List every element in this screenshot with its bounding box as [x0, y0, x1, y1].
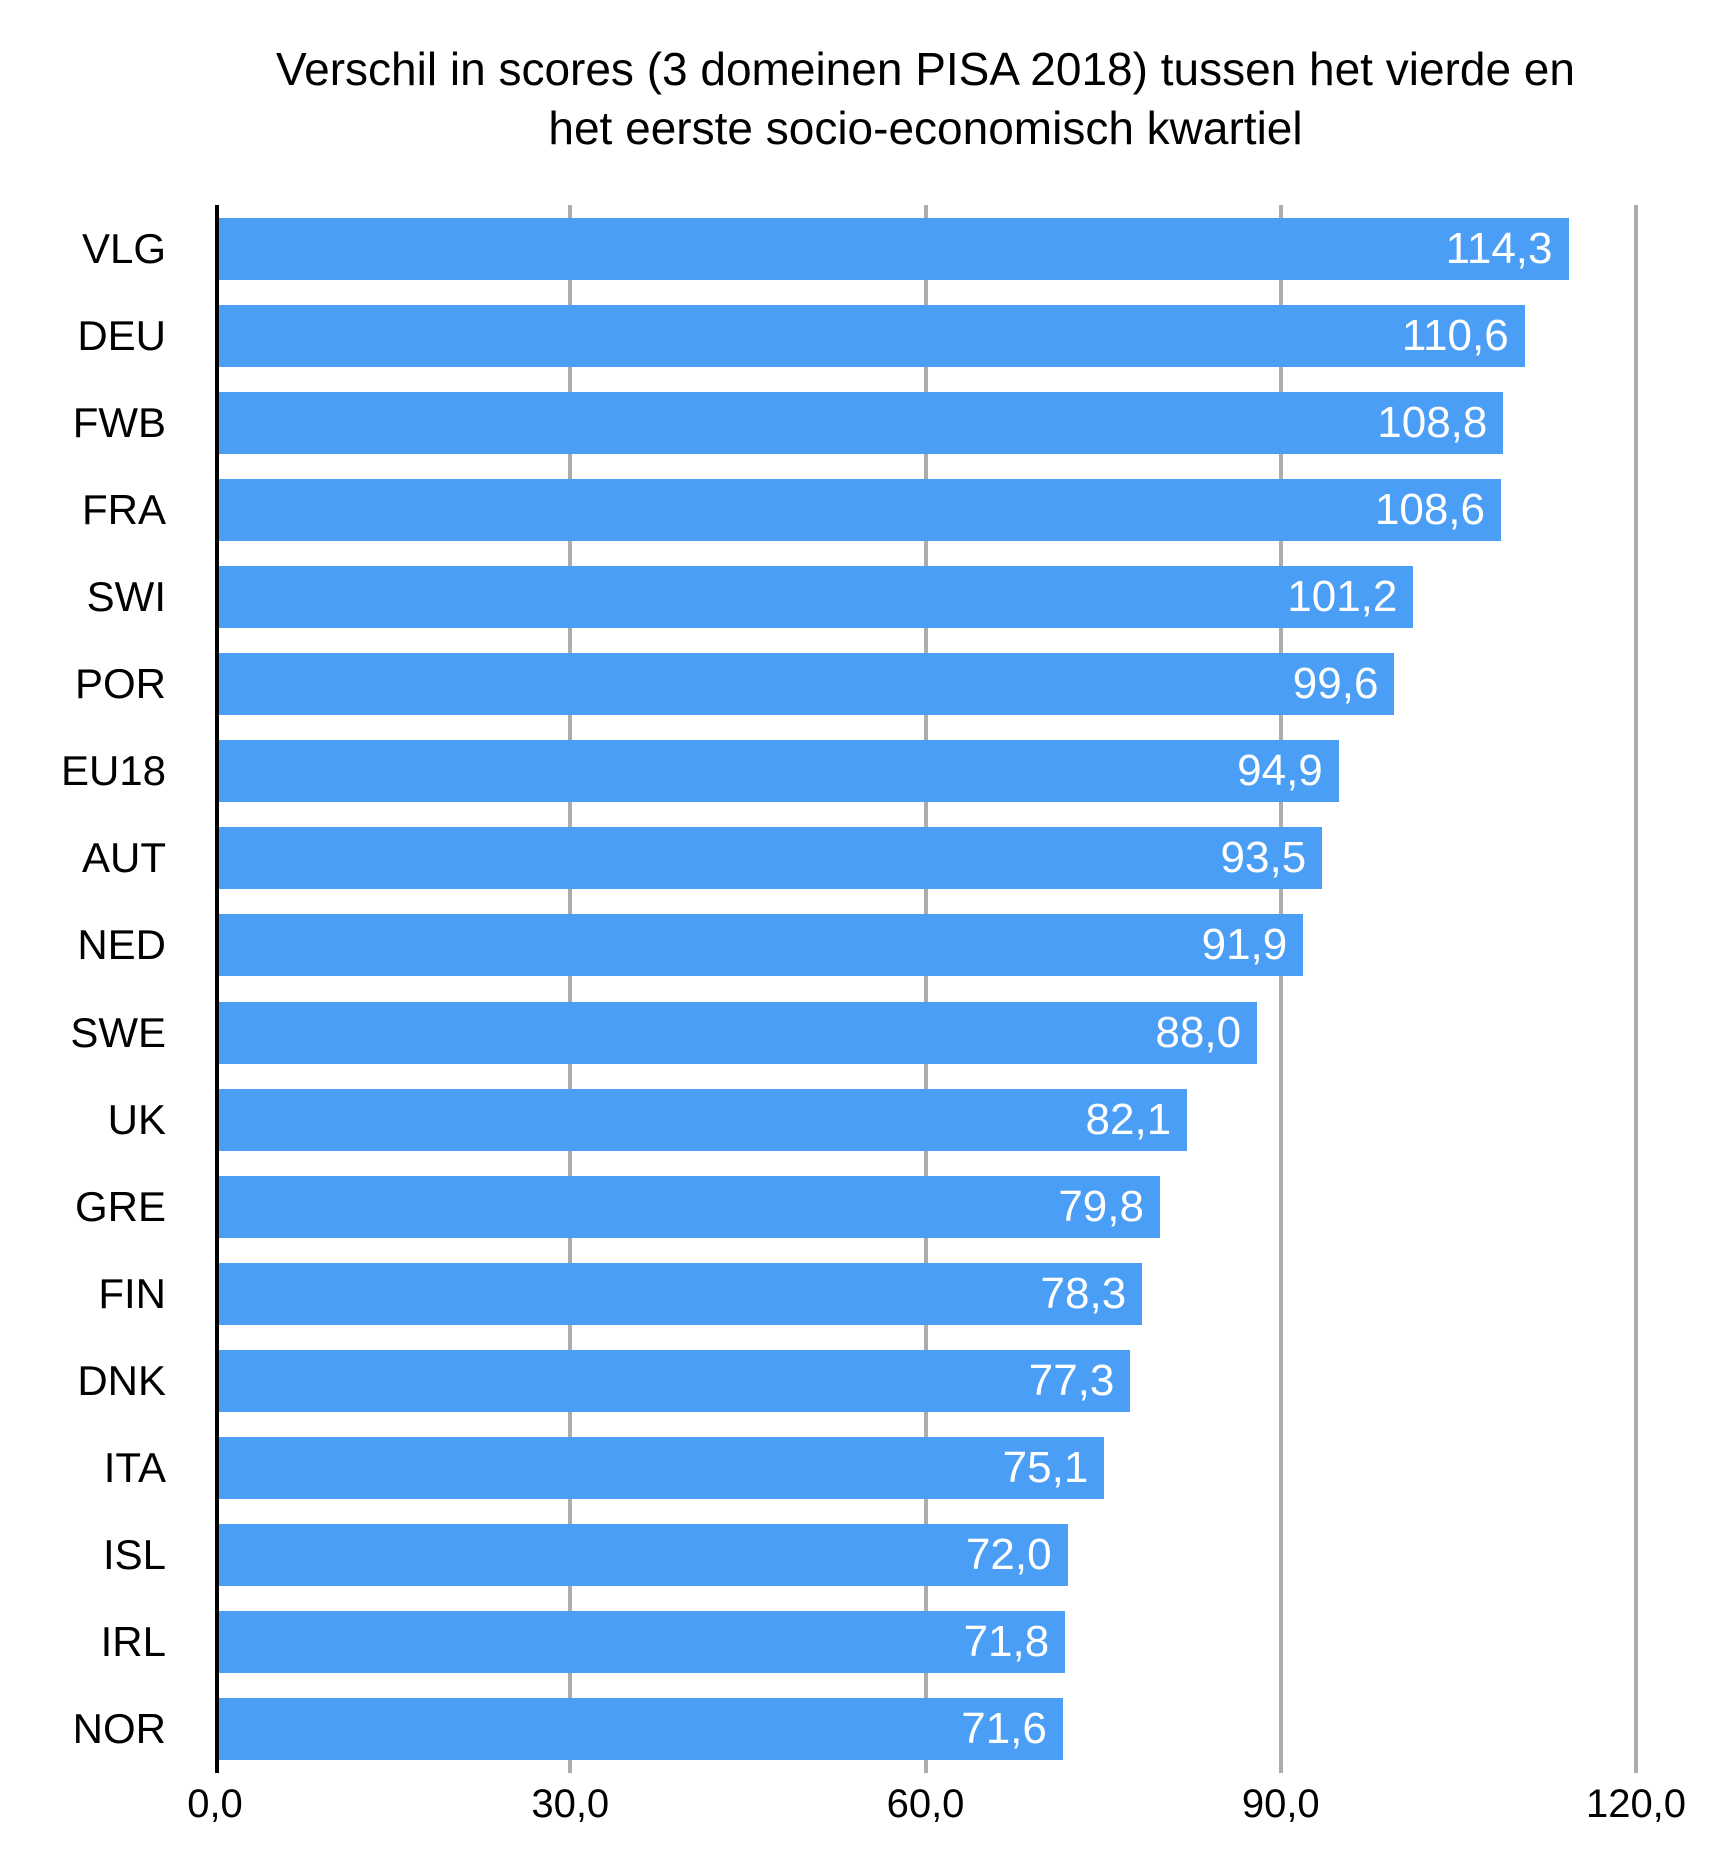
bar-FWB: 108,8: [219, 391, 1504, 454]
plot-area: 114,3 110,6 108,8 108,6 101,2 99,6 94,9 93,5 91,…: [215, 205, 1638, 1773]
category-axis-labels: VLG DEU FWB FRA SWI POR EU18 AUT NED SWE UK GRE FIN D…: [0, 205, 166, 1773]
x-tick-label-120,0: 120,0: [1585, 1782, 1687, 1826]
category-label-FRA: FRA: [82, 485, 166, 533]
chart-title: Verschil in scores (3 domeinen PISA 2018…: [215, 40, 1636, 158]
category-label-DNK: DNK: [77, 1356, 166, 1404]
category-label-DEU: DEU: [77, 311, 166, 359]
category-label-IRL: IRL: [100, 1618, 166, 1666]
bar-value-UK: 82,1: [1085, 1094, 1172, 1144]
bar-value-SWI: 101,2: [1287, 571, 1398, 621]
bar-value-ISL: 72,0: [965, 1530, 1052, 1580]
bar-value-AUT: 93,5: [1220, 833, 1307, 883]
bar-VLG: 114,3: [219, 217, 1569, 280]
category-label-NOR: NOR: [72, 1705, 166, 1753]
bar-row-VLG: 114,3: [219, 205, 1636, 292]
bars-container: 114,3 110,6 108,8 108,6 101,2 99,6 94,9 93,5 91,…: [219, 205, 1636, 1773]
bar-UK: 82,1: [219, 1088, 1188, 1151]
bar-value-NED: 91,9: [1201, 920, 1288, 970]
gridline-30,0: [568, 205, 573, 1773]
category-label-ISL: ISL: [102, 1531, 166, 1579]
category-label-SWI: SWI: [86, 572, 166, 620]
gridline-60,0: [923, 205, 928, 1773]
bar-row-DEU: 110,6: [219, 292, 1636, 379]
category-label-FIN: FIN: [98, 1269, 166, 1317]
bar-row-NED: 91,9: [219, 902, 1636, 989]
bar-row-FWB: 108,8: [219, 379, 1636, 466]
gridline-90,0: [1278, 205, 1283, 1773]
x-axis-tick-labels: 0,0 30,0 60,0 90,0 120,0: [187, 1782, 1686, 1844]
bar-row-POR: 99,6: [219, 641, 1636, 728]
category-label-AUT: AUT: [82, 834, 166, 882]
bar-row-GRE: 79,8: [219, 1163, 1636, 1250]
category-label-EU18: EU18: [60, 747, 166, 795]
bar-SWE: 88,0: [219, 1001, 1258, 1064]
bar-SWI: 101,2: [219, 565, 1414, 628]
category-label-ITA: ITA: [103, 1444, 166, 1492]
category-label-VLG: VLG: [81, 224, 166, 272]
x-tick-label-30,0: 30,0: [531, 1782, 610, 1826]
bar-row-UK: 82,1: [219, 1076, 1636, 1163]
bar-EU18: 94,9: [219, 740, 1339, 803]
bar-row-SWE: 88,0: [219, 989, 1636, 1076]
category-label-FWB: FWB: [72, 398, 166, 446]
bar-DEU: 110,6: [219, 304, 1525, 367]
x-tick-label-0,0: 0,0: [187, 1782, 243, 1826]
category-label-UK: UK: [107, 1095, 166, 1143]
bar-value-EU18: 94,9: [1237, 746, 1323, 796]
bar-value-FWB: 108,8: [1377, 397, 1488, 447]
bar-value-FRA: 108,6: [1374, 484, 1485, 534]
bar-row-ITA: 75,1: [219, 1425, 1636, 1512]
chart-title-line1: Verschil in scores (3 domeinen PISA 2018…: [276, 43, 1575, 95]
bar-AUT: 93,5: [219, 827, 1323, 890]
bar-row-IRL: 71,8: [219, 1599, 1636, 1686]
bar-value-NOR: 71,6: [961, 1704, 1047, 1754]
bar-row-EU18: 94,9: [219, 728, 1636, 815]
category-label-NED: NED: [77, 921, 166, 969]
bar-value-POR: 99,6: [1292, 659, 1379, 709]
bar-value-VLG: 114,3: [1445, 223, 1553, 273]
category-label-GRE: GRE: [74, 1182, 166, 1230]
bar-row-FRA: 108,6: [219, 466, 1636, 553]
bar-row-AUT: 93,5: [219, 815, 1636, 902]
gridline-120,0: [1634, 205, 1638, 1773]
bar-row-ISL: 72,0: [219, 1512, 1636, 1599]
x-tick-label-90,0: 90,0: [1241, 1782, 1320, 1826]
bar-NOR: 71,6: [219, 1698, 1063, 1761]
bar-row-NOR: 71,6: [219, 1686, 1636, 1773]
bar-value-DNK: 77,3: [1028, 1355, 1115, 1405]
bar-GRE: 79,8: [219, 1175, 1160, 1238]
bar-row-SWI: 101,2: [219, 553, 1636, 640]
bar-DNK: 77,3: [219, 1349, 1131, 1412]
bar-row-FIN: 78,3: [219, 1250, 1636, 1337]
category-label-SWE: SWE: [70, 1008, 166, 1056]
y-axis-line: [215, 205, 219, 1773]
bar-FRA: 108,6: [219, 478, 1501, 541]
bar-value-ITA: 75,1: [1002, 1443, 1089, 1493]
bar-ITA: 75,1: [219, 1437, 1105, 1500]
category-label-POR: POR: [74, 660, 166, 708]
chart-title-line2: het eerste socio-economisch kwartiel: [548, 101, 1303, 154]
bar-value-IRL: 71,8: [963, 1617, 1050, 1667]
bar-NED: 91,9: [219, 914, 1304, 977]
bar-IRL: 71,8: [219, 1611, 1066, 1674]
bar-value-DEU: 110,6: [1401, 310, 1509, 360]
bar-FIN: 78,3: [219, 1262, 1143, 1325]
bar-value-GRE: 79,8: [1058, 1181, 1144, 1231]
bar-POR: 99,6: [219, 653, 1395, 716]
bar-value-SWE: 88,0: [1155, 1007, 1242, 1057]
bar-row-DNK: 77,3: [219, 1337, 1636, 1424]
bar-value-FIN: 78,3: [1040, 1268, 1127, 1318]
x-tick-label-60,0: 60,0: [886, 1782, 965, 1826]
bar-ISL: 72,0: [219, 1524, 1068, 1587]
